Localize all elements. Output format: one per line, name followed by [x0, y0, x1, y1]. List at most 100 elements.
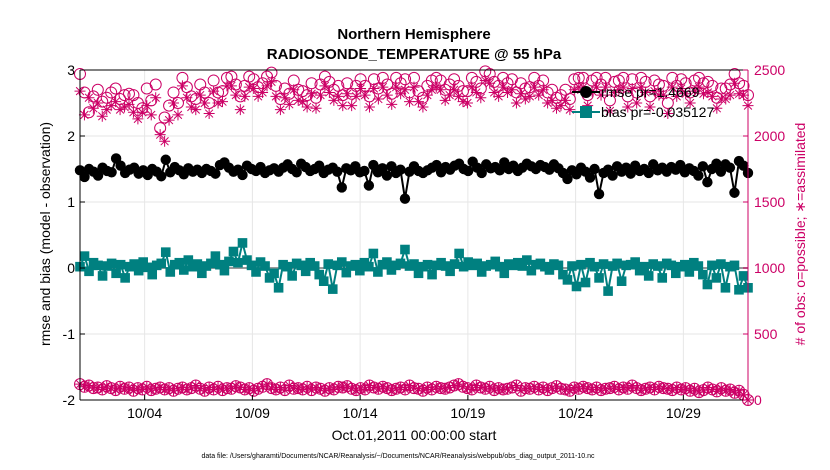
assimilated-obs-point [720, 93, 732, 105]
rmse-point [399, 193, 411, 204]
assimilated-obs-point [350, 384, 362, 396]
assimilated-obs-point [524, 90, 536, 102]
assimilated-obs-point [479, 383, 491, 395]
assimilated-obs-point [502, 383, 514, 395]
assimilated-obs-point [640, 86, 652, 98]
assimilated-obs-point [506, 84, 518, 96]
assimilated-obs-point [666, 384, 678, 396]
assimilated-obs-point [310, 102, 322, 114]
assimilated-obs-point [123, 98, 135, 110]
bias-point [273, 283, 284, 293]
bias-point [698, 269, 708, 280]
assimilated-obs-point [390, 81, 402, 93]
bias-point [680, 259, 690, 270]
assimilated-obs-point [404, 96, 416, 108]
assimilated-obs-point [617, 381, 629, 393]
assimilated-obs-point [484, 381, 496, 393]
assimilated-obs-point [341, 380, 353, 392]
rmse-point [584, 172, 596, 183]
rmse-point [589, 163, 600, 175]
assimilated-obs-point [101, 104, 113, 116]
possible-obs-point [167, 86, 180, 99]
assimilated-obs-point [648, 85, 660, 97]
bias-point [133, 265, 144, 276]
assimilated-obs-point [368, 381, 380, 393]
assimilated-obs-point [248, 82, 260, 94]
assimilated-obs-point [626, 82, 638, 94]
bias-point [183, 255, 194, 265]
rmse-point [359, 165, 370, 177]
x-tick-label: 10/24 [558, 405, 593, 421]
bias-point [567, 261, 577, 271]
assimilated-obs-point [484, 77, 496, 89]
assimilated-obs-point [145, 109, 157, 121]
chart-subtitle: RADIOSONDE_TEMPERATURE @ 55 hPa [267, 46, 562, 63]
assimilated-obs-point [470, 379, 482, 391]
assimilated-obs-point [243, 382, 255, 394]
assimilated-obs-point [314, 383, 326, 395]
assimilated-obs-point [363, 101, 375, 113]
assimilated-obs-point [154, 129, 166, 141]
rmse-point [106, 167, 117, 178]
assimilated-obs-point [194, 89, 206, 101]
assimilated-obs-point [475, 92, 487, 104]
possible-obs-point [207, 74, 220, 87]
legend: rmse pr=1.4669 bias pr=-0.035127 [572, 84, 714, 120]
bias-point [179, 265, 189, 275]
assimilated-obs-point [114, 104, 126, 116]
bias-point [612, 258, 622, 269]
assimilated-obs-point [83, 92, 95, 104]
assimilated-obs-point [466, 383, 478, 395]
rmse-point [724, 162, 736, 173]
bias-point [314, 269, 325, 280]
assimilated-obs-point [194, 383, 206, 395]
rmse-point [79, 171, 90, 183]
bias-point [734, 284, 744, 295]
bias-point [355, 265, 365, 276]
assimilated-obs-point [221, 382, 233, 394]
assimilated-obs-point [657, 89, 669, 101]
assimilated-obs-point [475, 381, 487, 393]
assimilated-obs-point [586, 383, 598, 395]
assimilated-obs-point [176, 381, 188, 393]
rmse-point [593, 188, 605, 200]
x-tick-label: 10/14 [343, 405, 378, 421]
assimilated-obs-point [105, 100, 117, 112]
bias-point [215, 259, 225, 270]
bias-point [350, 259, 361, 270]
assimilated-obs-point [412, 383, 424, 395]
bias-point [228, 246, 239, 257]
assimilated-obs-point [680, 382, 692, 394]
rmse-point [291, 167, 302, 178]
assimilated-obs-point [288, 383, 300, 395]
legend-bias-label: bias pr=-0.035127 [601, 104, 714, 120]
rmse-point [381, 170, 393, 181]
assimilated-obs-point [181, 383, 193, 395]
assimilated-obs-point [150, 92, 162, 104]
assimilated-obs-point [288, 84, 300, 96]
assimilated-obs-point [729, 387, 741, 399]
bias-point [576, 259, 586, 270]
series-0 [74, 153, 754, 204]
assimilated-obs-point [119, 383, 131, 395]
assimilated-obs-point [301, 101, 313, 113]
y2-tick-label: 1000 [754, 260, 785, 276]
assimilated-obs-point [519, 382, 531, 394]
assimilated-obs-point [132, 113, 144, 125]
assimilated-obs-point [435, 382, 447, 394]
assimilated-obs-point [559, 94, 571, 106]
assimilated-obs-point [319, 80, 331, 92]
rmse-point [729, 187, 740, 198]
assimilated-obs-point [190, 104, 202, 116]
assimilated-obs-point [537, 84, 549, 96]
assimilated-obs-point [466, 81, 478, 93]
bias-point [666, 260, 677, 271]
rmse-point [462, 165, 474, 177]
assimilated-obs-point [591, 81, 603, 93]
bias-point [251, 267, 261, 277]
assimilated-obs-point [185, 101, 197, 113]
rmse-point [562, 173, 573, 185]
assimilated-obs-point [729, 77, 741, 89]
assimilated-obs-point [648, 383, 660, 395]
assimilated-obs-point [711, 102, 723, 114]
